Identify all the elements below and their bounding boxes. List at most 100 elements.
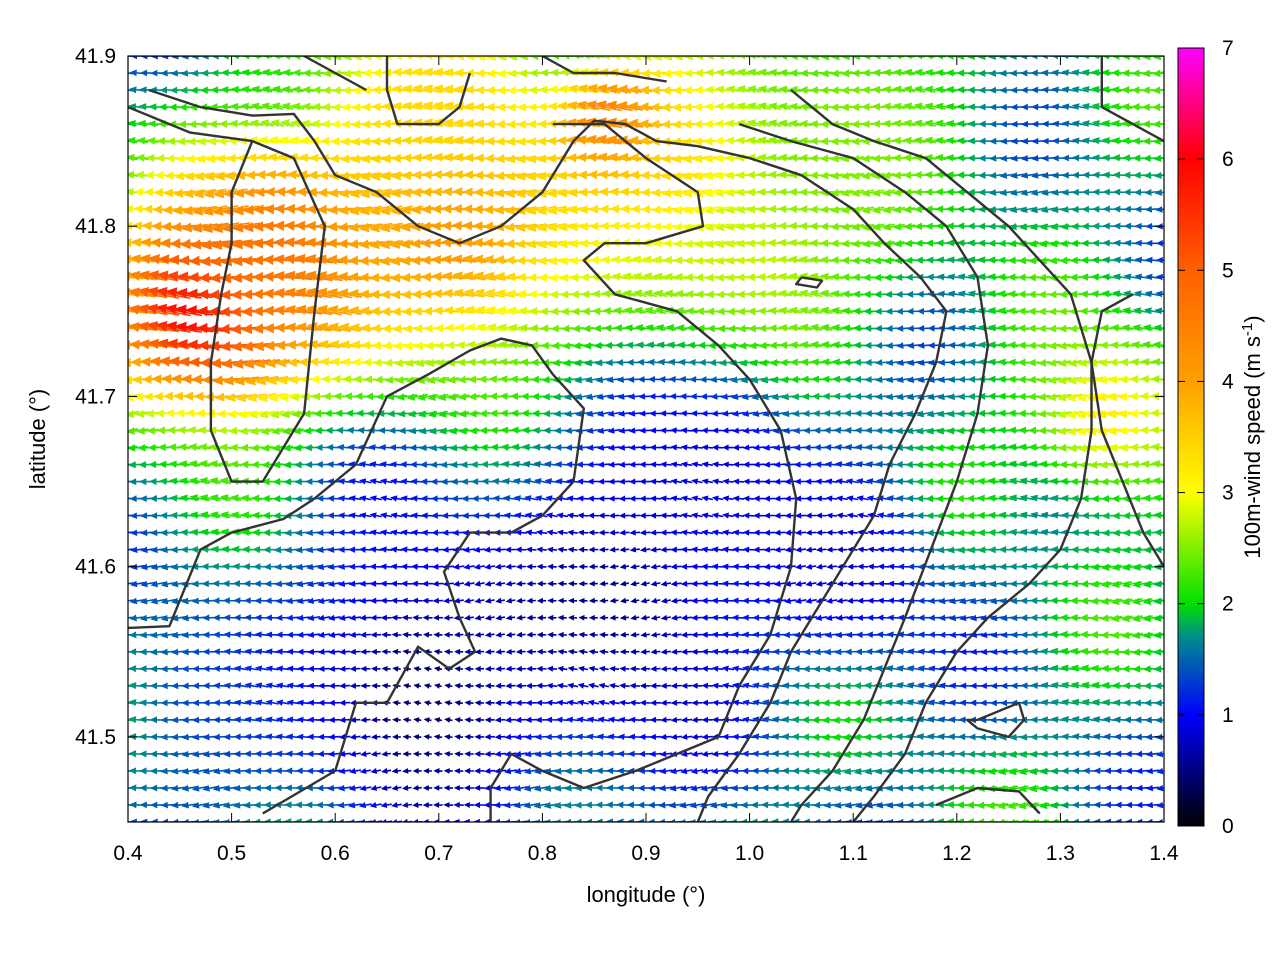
wind-arrow (990, 631, 1005, 639)
wind-arrow (805, 546, 817, 553)
wind-arrow (307, 699, 320, 706)
wind-arrow (927, 699, 943, 706)
wind-arrow (826, 597, 838, 604)
wind-arrow (820, 306, 843, 315)
wind-arrow (359, 614, 372, 621)
wind-arrow (753, 461, 766, 468)
wind-arrow (370, 648, 381, 655)
wind-arrow (348, 580, 362, 587)
wind-arrow (588, 648, 599, 655)
wind-arrow (463, 801, 475, 809)
wind-arrow (722, 461, 734, 468)
wind-arrow (349, 648, 361, 655)
wind-arrow (691, 478, 703, 485)
wind-arrow (670, 614, 682, 621)
wind-arrow (453, 785, 464, 791)
wind-arrow (689, 802, 705, 809)
wind-arrow (721, 580, 735, 587)
wind-arrow (202, 750, 218, 758)
x-tick-label: 1.4 (1149, 842, 1179, 865)
wind-arrow (402, 631, 412, 638)
wind-arrow (691, 699, 703, 706)
wind-arrow (271, 427, 294, 436)
wind-arrow (599, 580, 609, 587)
wind-arrow (928, 665, 943, 672)
wind-arrow (146, 321, 191, 333)
wind-arrow (444, 717, 453, 723)
wind-arrow (391, 767, 402, 774)
wind-arrow (526, 597, 536, 604)
wind-arrow (443, 734, 453, 740)
wind-arrow (239, 426, 264, 436)
wind-arrow (783, 631, 798, 639)
wind-arrow (1135, 750, 1150, 758)
wind-arrow (721, 665, 735, 672)
wind-arrow (484, 563, 496, 570)
wind-arrow (710, 801, 726, 809)
wind-arrow (349, 665, 361, 672)
wind-arrow (505, 631, 516, 638)
wind-arrow (598, 648, 609, 655)
wind-arrow (404, 359, 430, 368)
wind-arrow (328, 665, 341, 672)
wind-arrow (906, 393, 923, 401)
wind-arrow (199, 256, 242, 267)
wind-arrow (1156, 256, 1164, 264)
wind-arrow (1156, 784, 1164, 792)
wind-arrow (349, 682, 361, 689)
wind-arrow (327, 597, 341, 604)
wind-arrow (1153, 614, 1164, 622)
wind-arrow (753, 478, 765, 485)
wind-arrow (317, 580, 331, 588)
wind-arrow (906, 699, 923, 706)
wind-arrow (525, 682, 537, 689)
wind-arrow (369, 461, 383, 468)
wind-arrow (505, 563, 516, 570)
wind-arrow (711, 512, 724, 519)
wind-arrow (805, 529, 817, 536)
wind-arrow (824, 461, 839, 468)
x-tick-label: 0.6 (321, 842, 350, 865)
wind-arrow (1155, 290, 1164, 298)
wind-arrow (339, 699, 351, 706)
wind-arrow (536, 665, 547, 672)
wind-arrow (454, 751, 464, 757)
wind-arrow (380, 495, 393, 502)
wind-arrow (454, 665, 464, 672)
wind-arrow (1153, 528, 1164, 537)
wind-arrow (938, 682, 953, 689)
wind-arrow (1141, 341, 1164, 349)
wind-arrow (1154, 307, 1164, 315)
wind-arrow (275, 648, 290, 655)
wind-arrow (658, 784, 673, 792)
wind-arrow (690, 546, 703, 553)
wind-arrow (547, 648, 557, 655)
wind-arrow (701, 699, 713, 706)
wind-arrow (711, 478, 724, 485)
wind-arrow (588, 546, 599, 553)
wind-arrow (1037, 375, 1061, 384)
wind-arrow (846, 529, 858, 536)
wind-arrow (202, 785, 218, 792)
wind-arrow (690, 427, 703, 434)
wind-arrow (606, 393, 622, 400)
wind-arrow (557, 597, 567, 604)
wind-arrow (526, 665, 537, 672)
wind-arrow (639, 682, 651, 689)
wind-arrow (680, 444, 693, 451)
wind-arrow (192, 801, 208, 809)
wind-arrow (969, 614, 984, 622)
wind-arrow (659, 478, 672, 485)
wind-arrow (630, 614, 640, 621)
wind-arrow (514, 733, 527, 741)
wind-arrow (413, 717, 422, 723)
wind-arrow (805, 495, 817, 502)
wind-arrow (1100, 597, 1123, 606)
wind-arrow (380, 580, 393, 587)
wind-arrow (474, 580, 485, 587)
wind-arrow (140, 580, 156, 588)
wind-arrow (680, 512, 693, 519)
wind-arrow (741, 393, 757, 401)
wind-arrow (381, 750, 391, 757)
wind-arrow (596, 427, 611, 434)
